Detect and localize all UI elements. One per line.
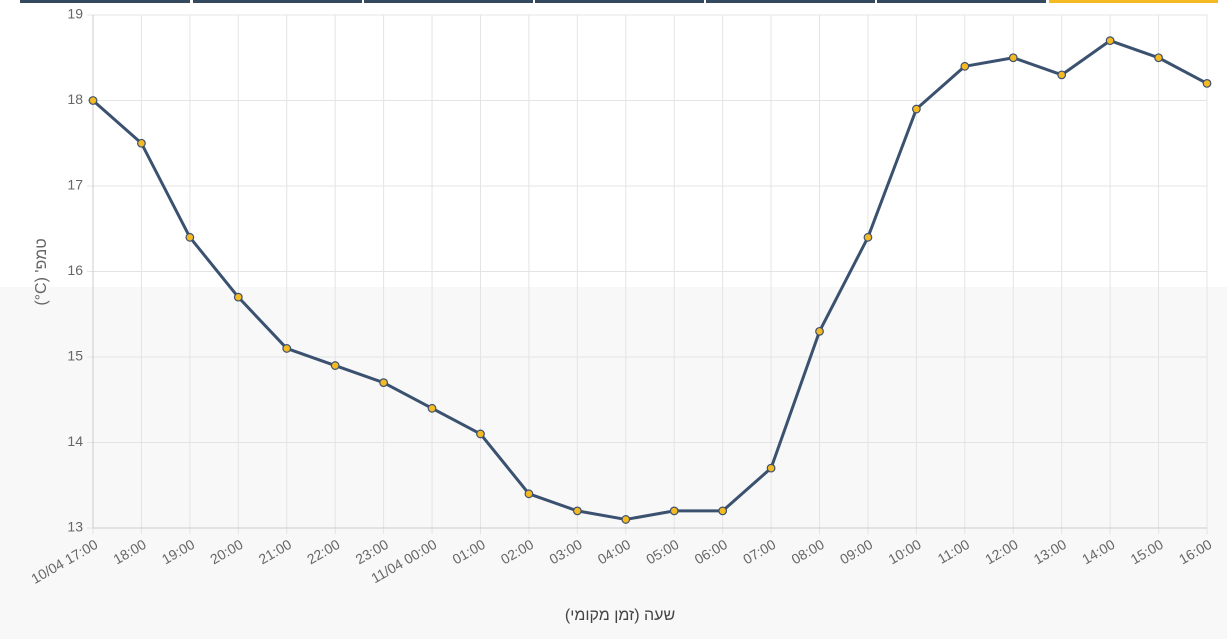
point [766,463,776,473]
tab[interactable] [877,0,1046,3]
tab[interactable] [20,0,190,3]
point [233,292,243,302]
tab-bar [20,0,1218,3]
point [282,344,292,353]
tab[interactable] [706,0,875,3]
point [476,429,485,439]
point [863,232,873,242]
point [1202,78,1212,88]
tab[interactable] [535,0,704,3]
point [379,378,389,388]
y-tick-label: 16 [67,262,83,278]
point [330,361,340,370]
point [815,326,824,336]
y-axis-label: טמפ' (C°) [33,238,50,305]
y-tick-label: 18 [67,91,83,107]
point [524,489,534,499]
point [88,96,98,105]
line [92,39,1208,521]
point [427,403,437,413]
point [137,138,146,148]
tab[interactable] [193,0,362,3]
point [1105,36,1115,46]
x-axis-label: שעה (זמן מקומי) [565,607,675,624]
y-tick-label: 13 [67,519,83,535]
point [1008,53,1018,63]
y-tick-label: 14 [67,433,83,449]
y-tick-label: 17 [67,177,83,193]
point [960,61,970,71]
point [911,104,921,114]
background-band [0,287,1227,639]
tab-active[interactable] [1049,0,1218,3]
point [718,506,728,516]
point [1057,70,1067,80]
point [1154,53,1163,63]
y-tick-label: 19 [67,6,83,22]
point [185,232,195,242]
y-tick-label: 15 [67,348,83,364]
point [572,506,582,516]
point [621,515,631,524]
point [669,506,679,516]
tab[interactable] [364,0,533,3]
